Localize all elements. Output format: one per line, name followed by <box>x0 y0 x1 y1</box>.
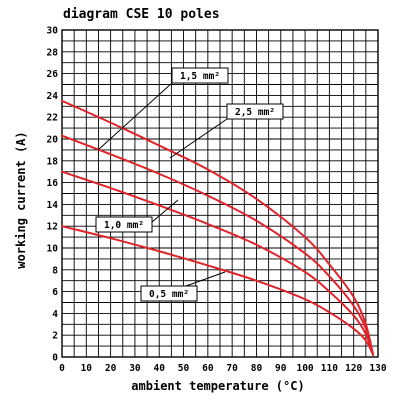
chart-title: diagram CSE 10 poles <box>63 7 220 22</box>
leader-line <box>185 271 226 287</box>
series-line <box>61 170 375 356</box>
series-label-text: 2,5 mm² <box>235 107 275 118</box>
y-tick-label: 6 <box>52 287 58 298</box>
series-label-text: 1,5 mm² <box>180 71 220 82</box>
y-tick-label: 8 <box>52 265 58 276</box>
series-label-box <box>226 103 284 120</box>
curves <box>61 99 375 356</box>
x-tick-label: 120 <box>345 363 362 374</box>
y-tick-label: 28 <box>47 47 59 58</box>
y-tick-label: 20 <box>47 135 59 146</box>
series-label: 1,5 mm² <box>97 67 229 151</box>
tick-labels: 0 10 20 30 40 50 60 70 80 90 100 110 120 130024681012… <box>47 26 387 375</box>
x-tick-label: 70 <box>226 363 238 374</box>
x-tick-label: 40 <box>154 363 166 374</box>
plot-frame <box>61 29 379 358</box>
series-line <box>61 99 375 356</box>
y-tick-label: 30 <box>47 26 59 37</box>
x-tick-label: 20 <box>105 363 117 374</box>
y-tick-label: 16 <box>47 178 59 189</box>
series-label: 1,0 mm² <box>95 199 179 233</box>
y-tick-label: 10 <box>47 244 59 255</box>
x-tick-label: 80 <box>251 363 263 374</box>
x-tick-label: 130 <box>369 363 386 374</box>
x-tick-label: 30 <box>129 363 141 374</box>
y-tick-label: 12 <box>47 222 58 233</box>
leader-line <box>151 199 179 223</box>
series-label: 2,5 mm² <box>169 103 284 159</box>
series-label-box <box>95 216 153 233</box>
y-tick-label: 14 <box>47 200 59 211</box>
x-axis-label: ambient temperature (°C) <box>131 379 304 393</box>
y-tick-label: 2 <box>52 331 58 342</box>
y-tick-label: 4 <box>52 309 58 320</box>
x-tick-label: 100 <box>296 363 313 374</box>
annotations: 1,5 mm² 2,5 mm² 1,0 mm² 0,5 mm² <box>95 67 284 302</box>
leader-line <box>169 118 228 159</box>
y-tick-label: 26 <box>47 69 59 80</box>
series-label-box <box>171 67 229 84</box>
x-tick-label: 0 <box>59 363 65 374</box>
series-label: 0,5 mm² <box>140 271 226 302</box>
y-tick-label: 22 <box>47 113 58 124</box>
y-tick-label: 18 <box>47 156 59 167</box>
x-tick-label: 10 <box>81 363 93 374</box>
series-label-text: 0,5 mm² <box>149 289 189 300</box>
series-label-box <box>140 285 198 302</box>
y-tick-label: 0 <box>52 353 58 364</box>
series-line <box>61 225 375 356</box>
x-tick-label: 90 <box>275 363 287 374</box>
x-tick-label: 50 <box>178 363 190 374</box>
x-tick-label: 60 <box>202 363 214 374</box>
x-tick-label: 110 <box>321 363 338 374</box>
y-axis-label: working current (A) <box>14 131 28 268</box>
series-line <box>61 134 375 356</box>
series-label-text: 1,0 mm² <box>104 220 144 231</box>
leader-line <box>97 82 173 151</box>
y-tick-label: 24 <box>47 91 59 102</box>
